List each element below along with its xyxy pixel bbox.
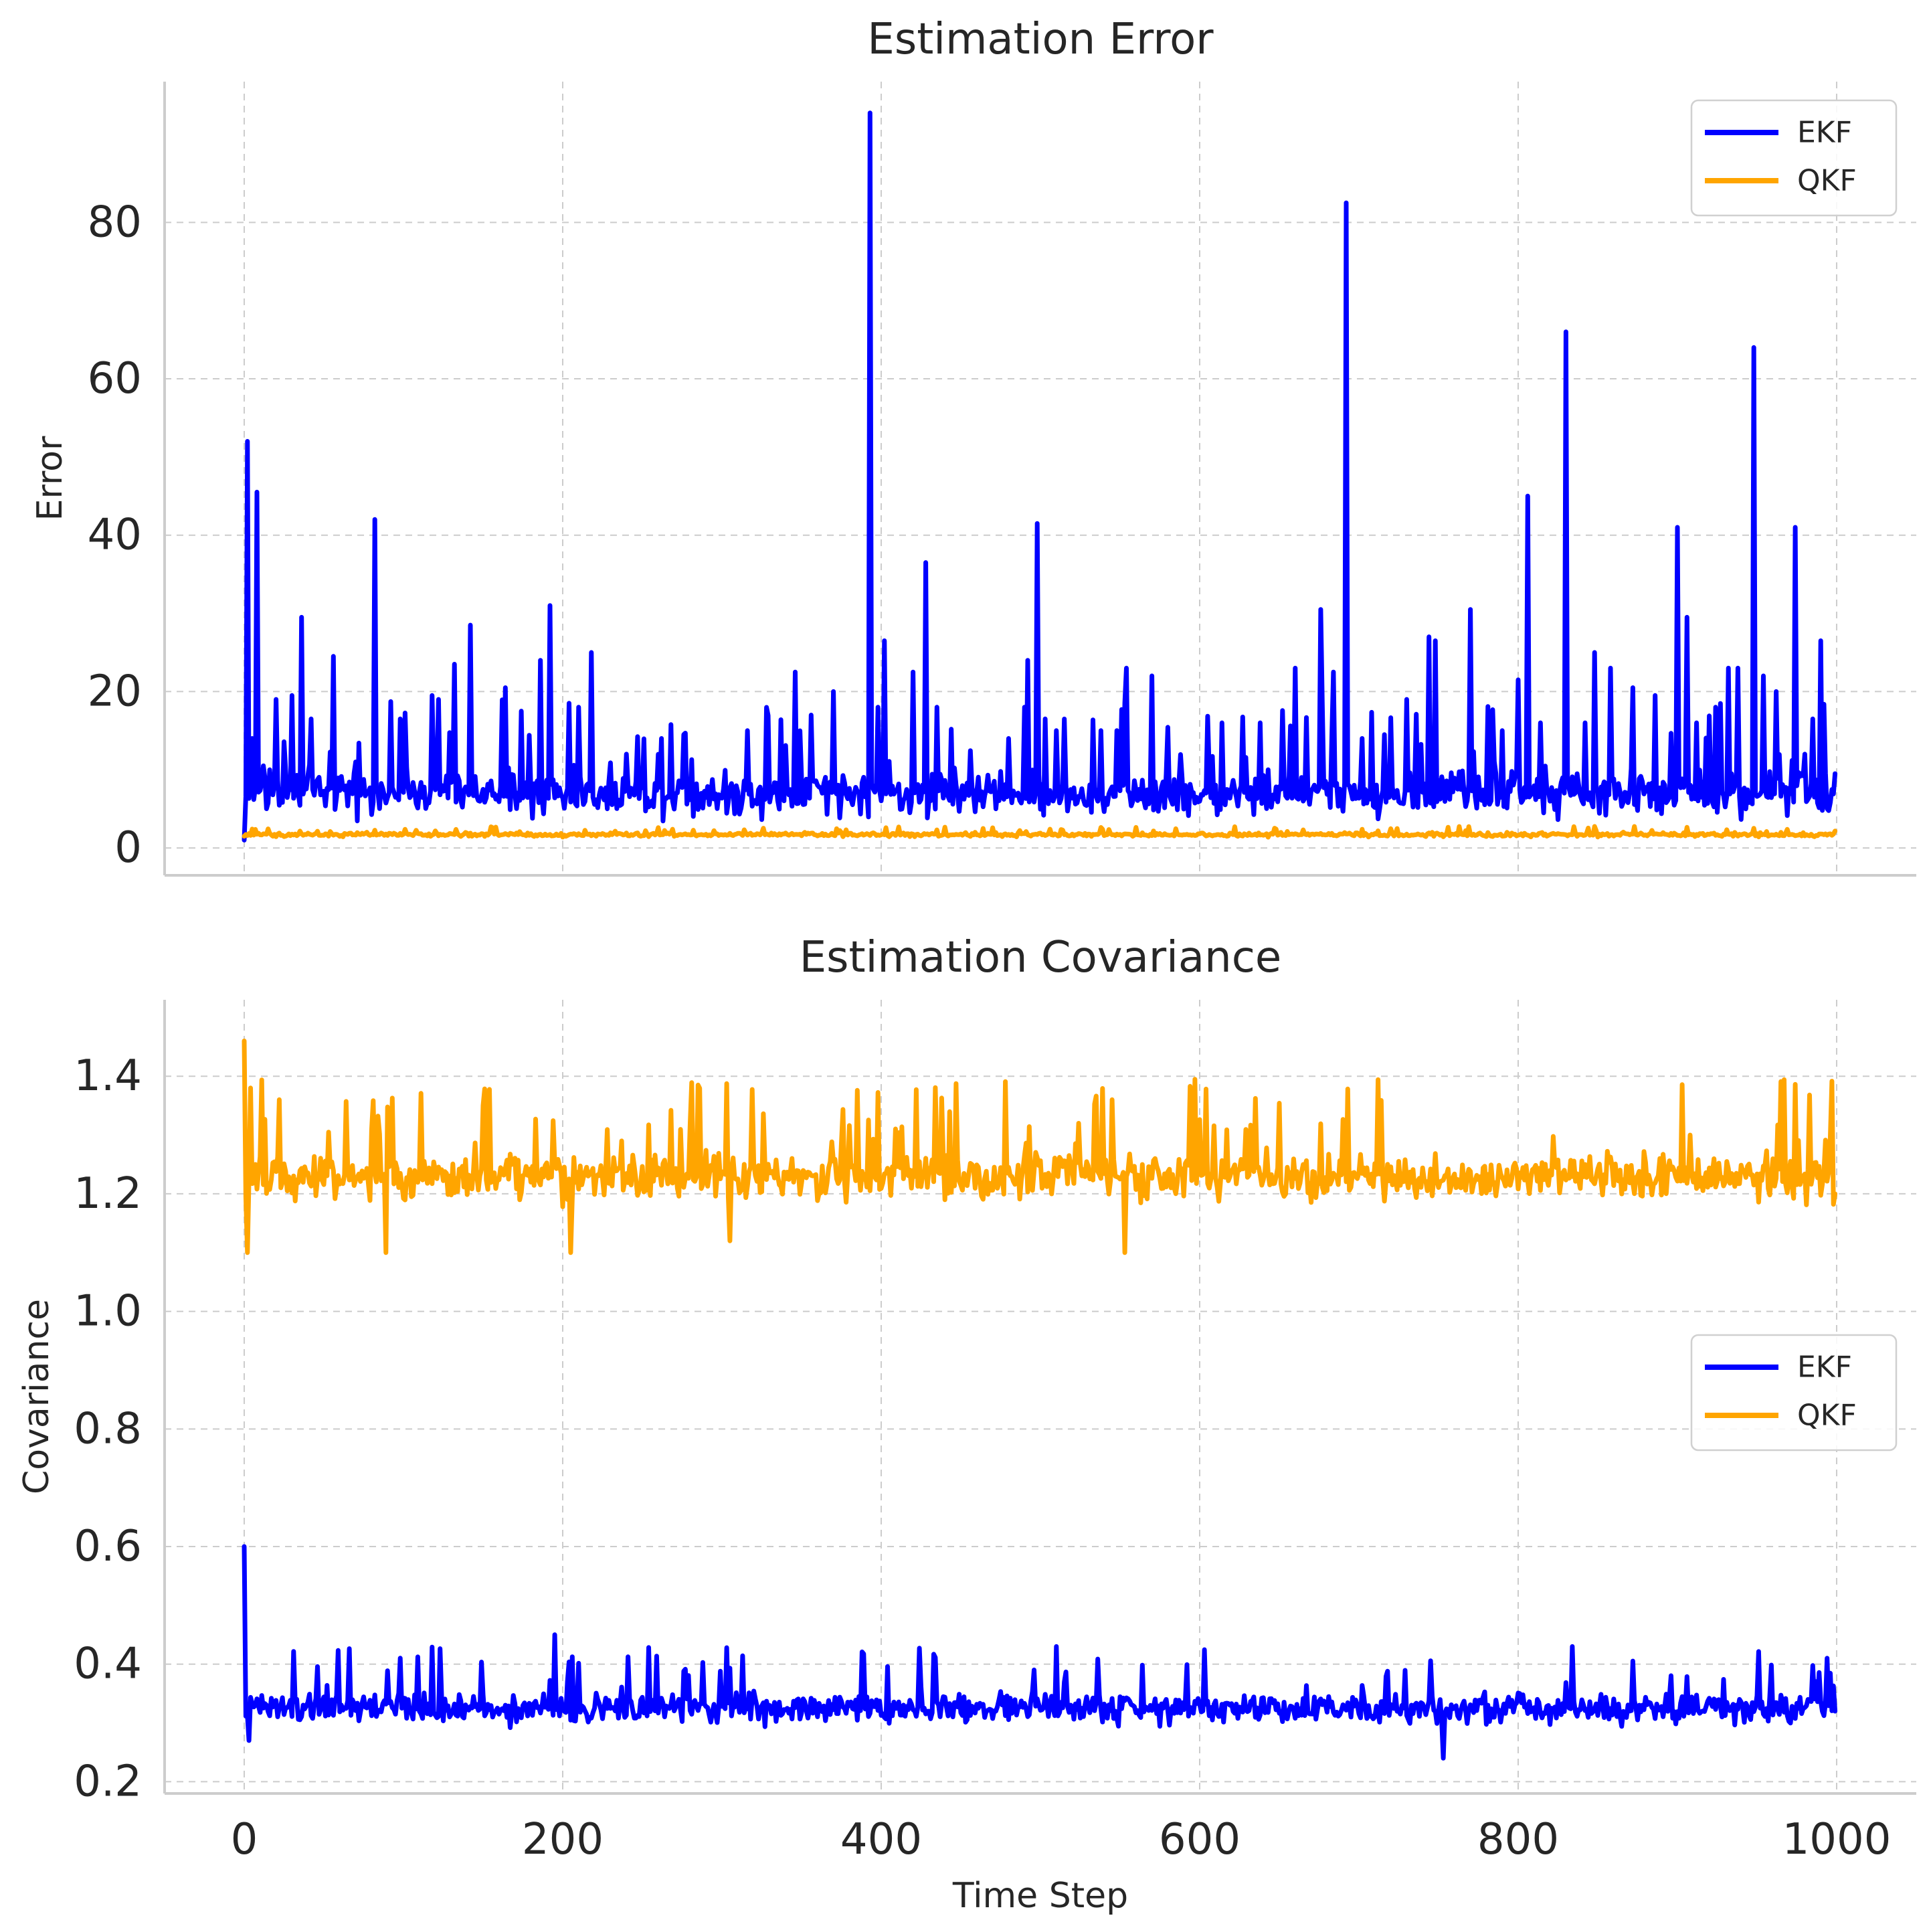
covariance-legend: EKF QKF [1690, 1334, 1898, 1452]
covariance-x-tick-label: 600 [1159, 1815, 1240, 1864]
covariance-y-tick-label: 1.2 [74, 1169, 142, 1219]
covariance-y-tick-label: 1.4 [74, 1051, 142, 1101]
error-legend-qkf-label: QKF [1797, 164, 1857, 198]
error-series-ekf-line [242, 110, 1838, 843]
covariance-y-tick-label: 1.0 [74, 1287, 142, 1336]
error-series-qkf-line [242, 824, 1838, 840]
covariance-series [242, 1039, 1838, 1761]
covariance-x-tick-label: 1000 [1782, 1815, 1892, 1864]
covariance-y-tick-label: 0.6 [74, 1522, 142, 1571]
covariance-ticks: 0.2 0.4 0.6 0.8 1.0 1.2 1.4 0 200 400 600 800 1000 [74, 1051, 1891, 1864]
covariance-legend-ekf-label: EKF [1797, 1350, 1852, 1385]
covariance-y-tick-label: 0.8 [74, 1404, 142, 1454]
error-axes [163, 82, 1916, 877]
covariance-y-tick-label: 0.2 [74, 1757, 142, 1806]
covariance-legend-qkf-label: QKF [1797, 1399, 1857, 1433]
covariance-x-tick-label: 400 [840, 1815, 922, 1864]
covariance-y-tick-label: 0.4 [74, 1640, 142, 1689]
covariance-series-ekf-line [242, 1544, 1838, 1761]
covariance-axes [163, 1000, 1916, 1795]
covariance-y-axis-label: Covariance [17, 1299, 57, 1494]
covariance-x-tick-label: 0 [231, 1815, 258, 1864]
covariance-chart-title: Estimation Covariance [800, 933, 1282, 982]
error-y-tick-label: 60 [88, 354, 142, 404]
covariance-grid [165, 1000, 1916, 1793]
error-legend-ekf-label: EKF [1797, 116, 1852, 150]
error-y-tick-label: 0 [114, 823, 142, 873]
covariance-legend-frame [1690, 1334, 1898, 1452]
covariance-series-qkf-line [242, 1039, 1838, 1255]
error-legend-frame [1690, 99, 1898, 217]
error-y-tick-label: 40 [88, 511, 142, 560]
error-ticks: 0 20 40 60 80 [88, 197, 142, 873]
covariance-x-tick-label: 200 [522, 1815, 604, 1864]
covariance-x-tick-label: 800 [1477, 1815, 1559, 1864]
covariance-chart: 0.2 0.4 0.6 0.8 1.0 1.2 1.4 0 200 400 600 800 1000 E… [17, 933, 1916, 1916]
error-chart: 0 20 40 60 80 Estimation Error Error EKF QKF [30, 15, 1916, 877]
error-y-tick-label: 20 [88, 667, 142, 716]
error-legend: EKF QKF [1690, 99, 1898, 217]
time-step-x-axis-label: Time Step [952, 1876, 1128, 1916]
error-y-tick-label: 80 [88, 197, 142, 247]
error-series [242, 110, 1838, 843]
error-chart-title: Estimation Error [867, 15, 1214, 64]
error-y-axis-label: Error [30, 436, 70, 521]
